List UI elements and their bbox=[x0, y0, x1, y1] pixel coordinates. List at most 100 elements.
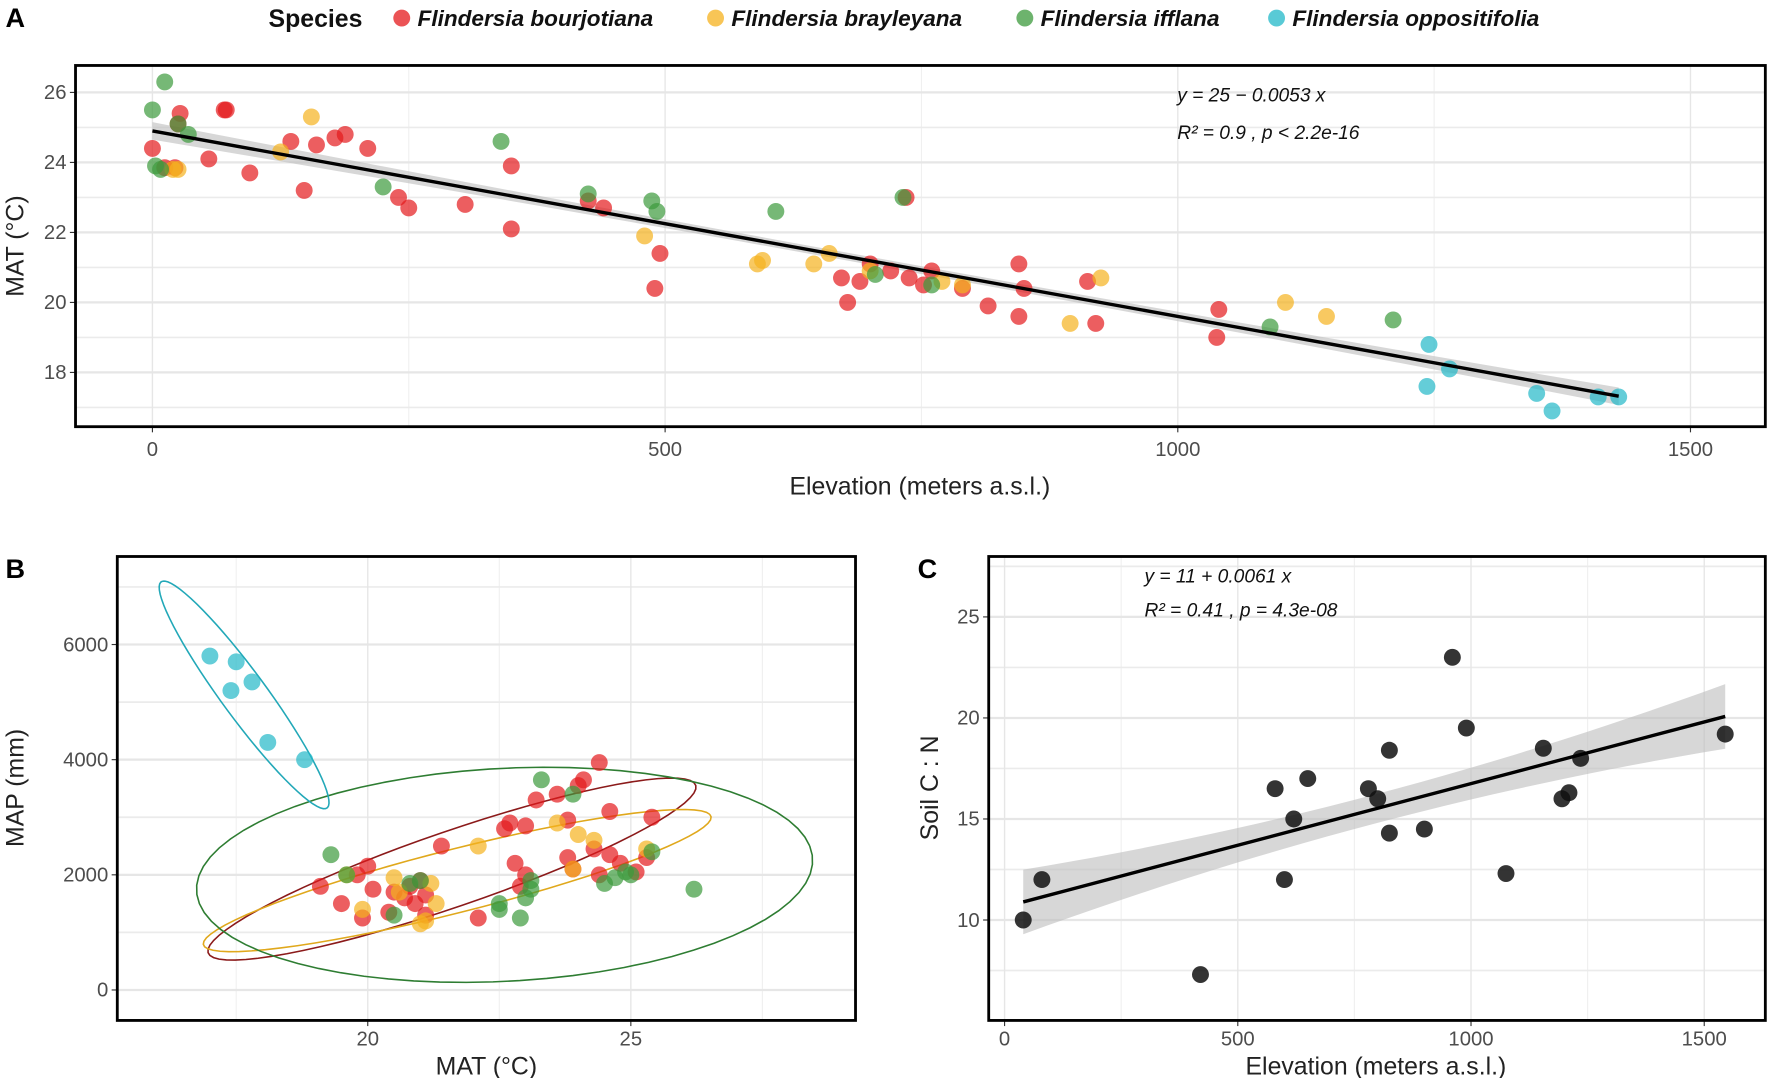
plot-border bbox=[74, 64, 1767, 429]
data-point bbox=[1061, 314, 1079, 332]
plot-border bbox=[987, 555, 1767, 1022]
data-point bbox=[1716, 725, 1734, 743]
data-point bbox=[227, 653, 245, 671]
data-point bbox=[585, 831, 603, 849]
data-point bbox=[866, 265, 884, 283]
y-tick-label: 10 bbox=[957, 910, 980, 932]
data-point bbox=[954, 276, 971, 294]
data-point bbox=[417, 912, 435, 930]
y-tick-label: 0 bbox=[97, 980, 108, 1002]
data-point bbox=[527, 791, 545, 809]
data-point bbox=[490, 895, 508, 913]
data-point bbox=[1210, 300, 1228, 318]
data-point bbox=[502, 220, 520, 238]
regression-line bbox=[1022, 714, 1726, 904]
y-tick-label: 2000 bbox=[63, 865, 108, 887]
data-point bbox=[575, 771, 592, 789]
y-tick-label: 4000 bbox=[63, 749, 108, 771]
data-point bbox=[222, 682, 240, 700]
data-point bbox=[979, 297, 997, 315]
data-point bbox=[548, 785, 566, 803]
legend-title: Species bbox=[269, 6, 363, 33]
data-point bbox=[1369, 790, 1387, 808]
y-axis-title: MAT (°C) bbox=[3, 195, 30, 296]
confidence-ellipse bbox=[158, 580, 330, 810]
data-point bbox=[200, 150, 218, 168]
data-point bbox=[636, 227, 654, 245]
data-point bbox=[754, 251, 771, 269]
data-point bbox=[648, 202, 666, 220]
data-point bbox=[502, 157, 520, 175]
panel-label: B bbox=[6, 553, 26, 584]
data-point bbox=[156, 73, 174, 91]
data-point bbox=[1380, 824, 1398, 842]
data-point bbox=[622, 866, 640, 884]
x-tick-label: 1000 bbox=[1448, 1028, 1493, 1050]
data-point bbox=[296, 751, 314, 769]
data-point bbox=[900, 269, 918, 287]
data-point bbox=[282, 132, 300, 150]
data-point bbox=[548, 814, 566, 832]
legend-marker bbox=[1016, 9, 1034, 27]
data-point bbox=[1010, 255, 1028, 273]
data-point bbox=[564, 860, 582, 878]
data-point bbox=[332, 895, 350, 913]
data-point bbox=[564, 785, 582, 803]
y-tick-label: 24 bbox=[44, 152, 67, 174]
panel-A: 0 500 1000 1500 18 20 22 24 26 y = 25 − 0.0053 x R… bbox=[3, 2, 1767, 500]
panel-B: 20 25 0 2000 4000 6000 B MAT (°C) MAP (mm) bbox=[3, 553, 857, 1078]
data-point bbox=[469, 909, 487, 927]
data-point bbox=[894, 188, 912, 206]
data-point bbox=[506, 854, 524, 872]
data-point bbox=[243, 673, 261, 691]
data-point bbox=[833, 269, 850, 287]
data-point bbox=[1560, 784, 1578, 802]
y-tick-label: 25 bbox=[957, 607, 980, 629]
x-tick-label: 500 bbox=[1221, 1028, 1255, 1050]
legend-marker bbox=[1268, 9, 1286, 27]
data-point bbox=[336, 125, 354, 143]
data-point bbox=[1443, 648, 1461, 666]
data-point bbox=[411, 872, 429, 890]
legend-marker bbox=[393, 9, 411, 27]
panel-label: C bbox=[918, 553, 938, 584]
data-point bbox=[385, 906, 403, 924]
data-point bbox=[427, 895, 445, 913]
data-point bbox=[1087, 314, 1105, 332]
x-tick-label: 1000 bbox=[1155, 439, 1200, 461]
data-point bbox=[1380, 741, 1398, 759]
x-tick-label: 25 bbox=[620, 1028, 643, 1050]
data-point bbox=[643, 808, 661, 826]
plot-background bbox=[117, 556, 856, 1021]
regression-line bbox=[152, 129, 1620, 398]
data-point bbox=[432, 837, 450, 855]
x-axis-title: MAT (°C) bbox=[436, 1054, 537, 1078]
x-tick-label: 0 bbox=[147, 439, 158, 461]
legend-label: Flindersia oppositifolia bbox=[1292, 6, 1539, 31]
data-point bbox=[1299, 770, 1317, 788]
data-point bbox=[143, 101, 161, 119]
data-point bbox=[569, 826, 587, 843]
data-point bbox=[143, 139, 161, 157]
data-point bbox=[1010, 307, 1028, 325]
data-point bbox=[492, 132, 510, 150]
data-point bbox=[302, 108, 320, 126]
data-point bbox=[1266, 780, 1284, 798]
data-point bbox=[1415, 820, 1433, 838]
data-point bbox=[601, 803, 619, 820]
data-point bbox=[390, 188, 407, 206]
data-point bbox=[517, 817, 535, 835]
data-point bbox=[169, 160, 187, 178]
data-point bbox=[1543, 402, 1561, 420]
confidence-ellipse bbox=[195, 766, 814, 984]
data-point bbox=[359, 857, 377, 875]
x-axis-title: Elevation (meters a.s.l.) bbox=[1246, 1054, 1507, 1078]
data-point bbox=[169, 115, 187, 133]
data-point bbox=[1092, 269, 1110, 287]
x-axis-title: Elevation (meters a.s.l.) bbox=[789, 473, 1050, 500]
y-tick-label: 22 bbox=[44, 222, 67, 244]
plot-background bbox=[988, 556, 1766, 1021]
legend-label: Flindersia brayleyana bbox=[731, 6, 962, 31]
data-point bbox=[241, 164, 259, 182]
